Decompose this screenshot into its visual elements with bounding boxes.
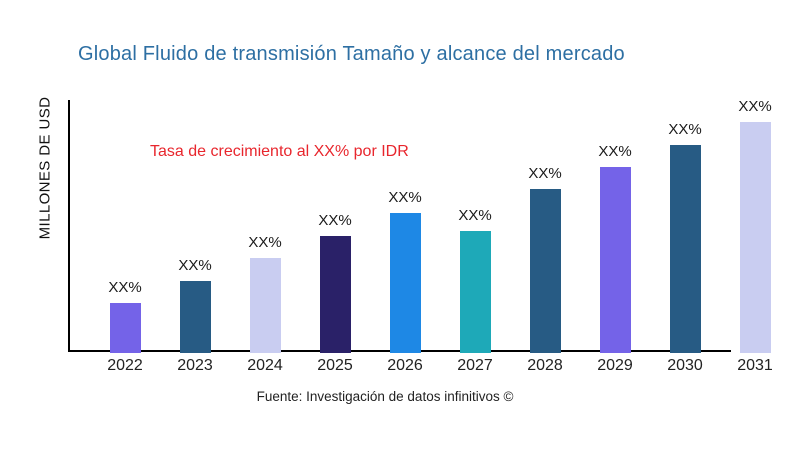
bar-2022 xyxy=(109,303,141,353)
bar-2024 xyxy=(249,258,281,353)
x-tick-label-2025: 2025 xyxy=(317,357,353,374)
bar-value-label-2026: XX% xyxy=(388,189,422,206)
source-attribution: Fuente: Investigación de datos infinitiv… xyxy=(256,389,514,404)
bar-2029 xyxy=(599,167,631,353)
bar-2031 xyxy=(739,122,771,353)
bar-value-label-2027: XX% xyxy=(458,207,492,224)
y-axis-line xyxy=(68,100,70,352)
x-tick-label-2028: 2028 xyxy=(527,357,563,374)
bar-2027 xyxy=(459,231,491,353)
x-tick-label-2030: 2030 xyxy=(667,357,703,374)
x-tick-label-2022: 2022 xyxy=(107,357,143,374)
bar-value-label-2028: XX% xyxy=(528,165,562,182)
x-tick-label-2029: 2029 xyxy=(597,357,633,374)
chart-title: Global Fluido de transmisión Tamaño y al… xyxy=(78,43,625,65)
bar-value-label-2023: XX% xyxy=(178,257,212,274)
bar-2028 xyxy=(529,189,561,353)
bar-value-label-2024: XX% xyxy=(248,234,282,251)
bar-value-label-2031: XX% xyxy=(738,98,772,115)
x-tick-label-2031: 2031 xyxy=(737,357,773,374)
bar-value-label-2022: XX% xyxy=(108,279,142,296)
x-tick-label-2023: 2023 xyxy=(177,357,213,374)
bar-2026 xyxy=(389,213,421,353)
bar-value-label-2025: XX% xyxy=(318,212,352,229)
bar-2030 xyxy=(669,145,701,353)
bar-value-label-2029: XX% xyxy=(598,143,632,160)
bar-2025 xyxy=(319,236,351,353)
x-tick-label-2024: 2024 xyxy=(247,357,283,374)
y-axis-label: MILLONES DE USD xyxy=(36,96,54,240)
x-tick-label-2026: 2026 xyxy=(387,357,423,374)
growth-rate-annotation: Tasa de crecimiento al XX% por IDR xyxy=(150,143,409,160)
x-tick-label-2027: 2027 xyxy=(457,357,493,374)
bar-value-label-2030: XX% xyxy=(668,121,702,138)
bar-2023 xyxy=(179,281,211,353)
